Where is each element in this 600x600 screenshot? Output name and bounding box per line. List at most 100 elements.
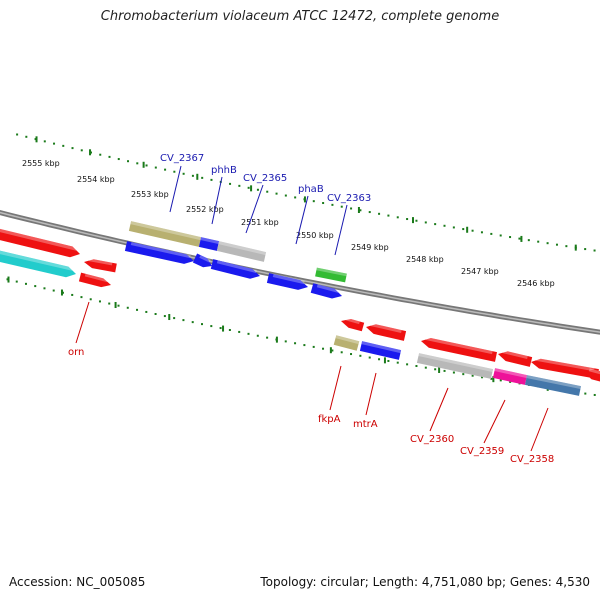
gene-cv2365-body bbox=[210, 259, 260, 279]
track-dot bbox=[108, 302, 111, 305]
gene-cv2360-body bbox=[416, 353, 494, 379]
gene-label-bottom: mtrA bbox=[353, 419, 378, 430]
track-dot bbox=[415, 219, 418, 222]
track-dot bbox=[340, 351, 343, 354]
track-dot bbox=[471, 374, 474, 377]
track-dot bbox=[275, 192, 278, 195]
track-dot bbox=[584, 248, 587, 251]
track-dot bbox=[117, 304, 120, 307]
gene-red-small-1-body bbox=[84, 259, 117, 273]
gene-highlight bbox=[370, 323, 402, 333]
track-dot bbox=[537, 240, 540, 243]
track-dot bbox=[452, 226, 455, 229]
track-dot bbox=[238, 330, 241, 333]
track-dot bbox=[71, 293, 74, 296]
track-dot bbox=[368, 356, 371, 359]
track-tick bbox=[357, 206, 360, 213]
track-dot bbox=[387, 214, 390, 217]
gene-highlight bbox=[199, 255, 211, 263]
track-dot bbox=[424, 366, 427, 369]
gene-gray-1 bbox=[216, 241, 267, 262]
track-tick bbox=[142, 161, 145, 168]
gene-orn-body bbox=[78, 272, 111, 288]
gene-highlight bbox=[588, 368, 600, 375]
track-dot bbox=[164, 168, 167, 171]
gene-cyan bbox=[0, 250, 76, 278]
gene-red-6 bbox=[531, 357, 599, 379]
track-dot bbox=[387, 359, 390, 362]
gene-cv2363-green-body bbox=[315, 267, 347, 283]
gene-label-top: phhB bbox=[211, 165, 237, 176]
track-tick bbox=[168, 314, 171, 321]
track-dot bbox=[238, 184, 241, 187]
track-tick bbox=[303, 196, 306, 203]
track-tick bbox=[7, 276, 10, 283]
track-dot bbox=[256, 188, 259, 191]
label-leader bbox=[169, 165, 182, 213]
track-dot bbox=[294, 196, 297, 199]
track-dot bbox=[98, 300, 101, 303]
tick-label: 2546 kbp bbox=[517, 279, 555, 288]
gene-highlight bbox=[88, 258, 113, 266]
track-dot bbox=[452, 371, 455, 374]
track-dot bbox=[490, 377, 493, 380]
track-dot bbox=[25, 135, 28, 138]
track-tick bbox=[196, 173, 199, 180]
gene-cv2367-body bbox=[128, 221, 202, 247]
track-dot bbox=[136, 162, 139, 165]
track-tick bbox=[329, 347, 332, 354]
gene-cv2363-body bbox=[310, 283, 342, 299]
track-dot bbox=[80, 149, 83, 152]
track-dot bbox=[154, 313, 157, 316]
tick-label: 2550 kbp bbox=[296, 231, 334, 240]
track-dot bbox=[127, 160, 130, 163]
track-dot bbox=[462, 373, 465, 376]
map-title: Chromobacterium violaceum ATCC 12472, co… bbox=[100, 9, 500, 24]
track-dot bbox=[406, 363, 409, 366]
gene-red-3 bbox=[366, 323, 407, 341]
label-leader bbox=[295, 195, 309, 245]
gene-gray-1-body bbox=[216, 241, 267, 262]
gene-cyan-body bbox=[0, 250, 76, 278]
track-dot bbox=[136, 308, 139, 311]
track-dot bbox=[331, 203, 334, 206]
track-dot bbox=[266, 190, 269, 193]
label-leader bbox=[329, 365, 342, 411]
track-dot bbox=[434, 223, 437, 226]
track-dot bbox=[443, 369, 446, 372]
track-dot bbox=[163, 315, 166, 318]
gene-red-5-body bbox=[498, 351, 533, 367]
accession-text: Accession: NC_005085 bbox=[9, 575, 146, 589]
tick-label: 2548 kbp bbox=[406, 255, 444, 264]
gene-highlight bbox=[218, 241, 267, 256]
track-dot bbox=[359, 209, 362, 212]
track-dot bbox=[62, 144, 65, 147]
track-dot bbox=[350, 207, 353, 210]
track-dot bbox=[256, 334, 259, 337]
track-dot bbox=[312, 345, 315, 348]
gene-red-5 bbox=[498, 350, 533, 367]
track-dot bbox=[247, 186, 250, 189]
track-dot bbox=[443, 224, 446, 227]
track-dot bbox=[191, 174, 194, 177]
track-dot bbox=[43, 140, 46, 143]
gene-highlight bbox=[526, 375, 581, 389]
tick-label: 2553 kbp bbox=[131, 190, 169, 199]
track-dot bbox=[145, 164, 148, 167]
track-dot bbox=[509, 380, 512, 383]
tick-label: 2547 kbp bbox=[461, 267, 499, 276]
gene-label-top: CV_2367 bbox=[160, 153, 204, 164]
tick-label: 2555 kbp bbox=[22, 159, 60, 168]
tick-label: 2549 kbp bbox=[351, 243, 389, 252]
track-dot bbox=[565, 245, 568, 248]
gene-cv2358 bbox=[525, 375, 581, 396]
track-dot bbox=[117, 158, 120, 161]
track-tick bbox=[89, 149, 92, 156]
gene-red-small-1 bbox=[84, 258, 117, 273]
gene-label-top: CV_2363 bbox=[327, 193, 371, 204]
gene-highlight bbox=[502, 350, 528, 359]
track-dot bbox=[80, 296, 83, 299]
gene-red-7 bbox=[584, 368, 600, 382]
track-dot bbox=[71, 147, 74, 150]
